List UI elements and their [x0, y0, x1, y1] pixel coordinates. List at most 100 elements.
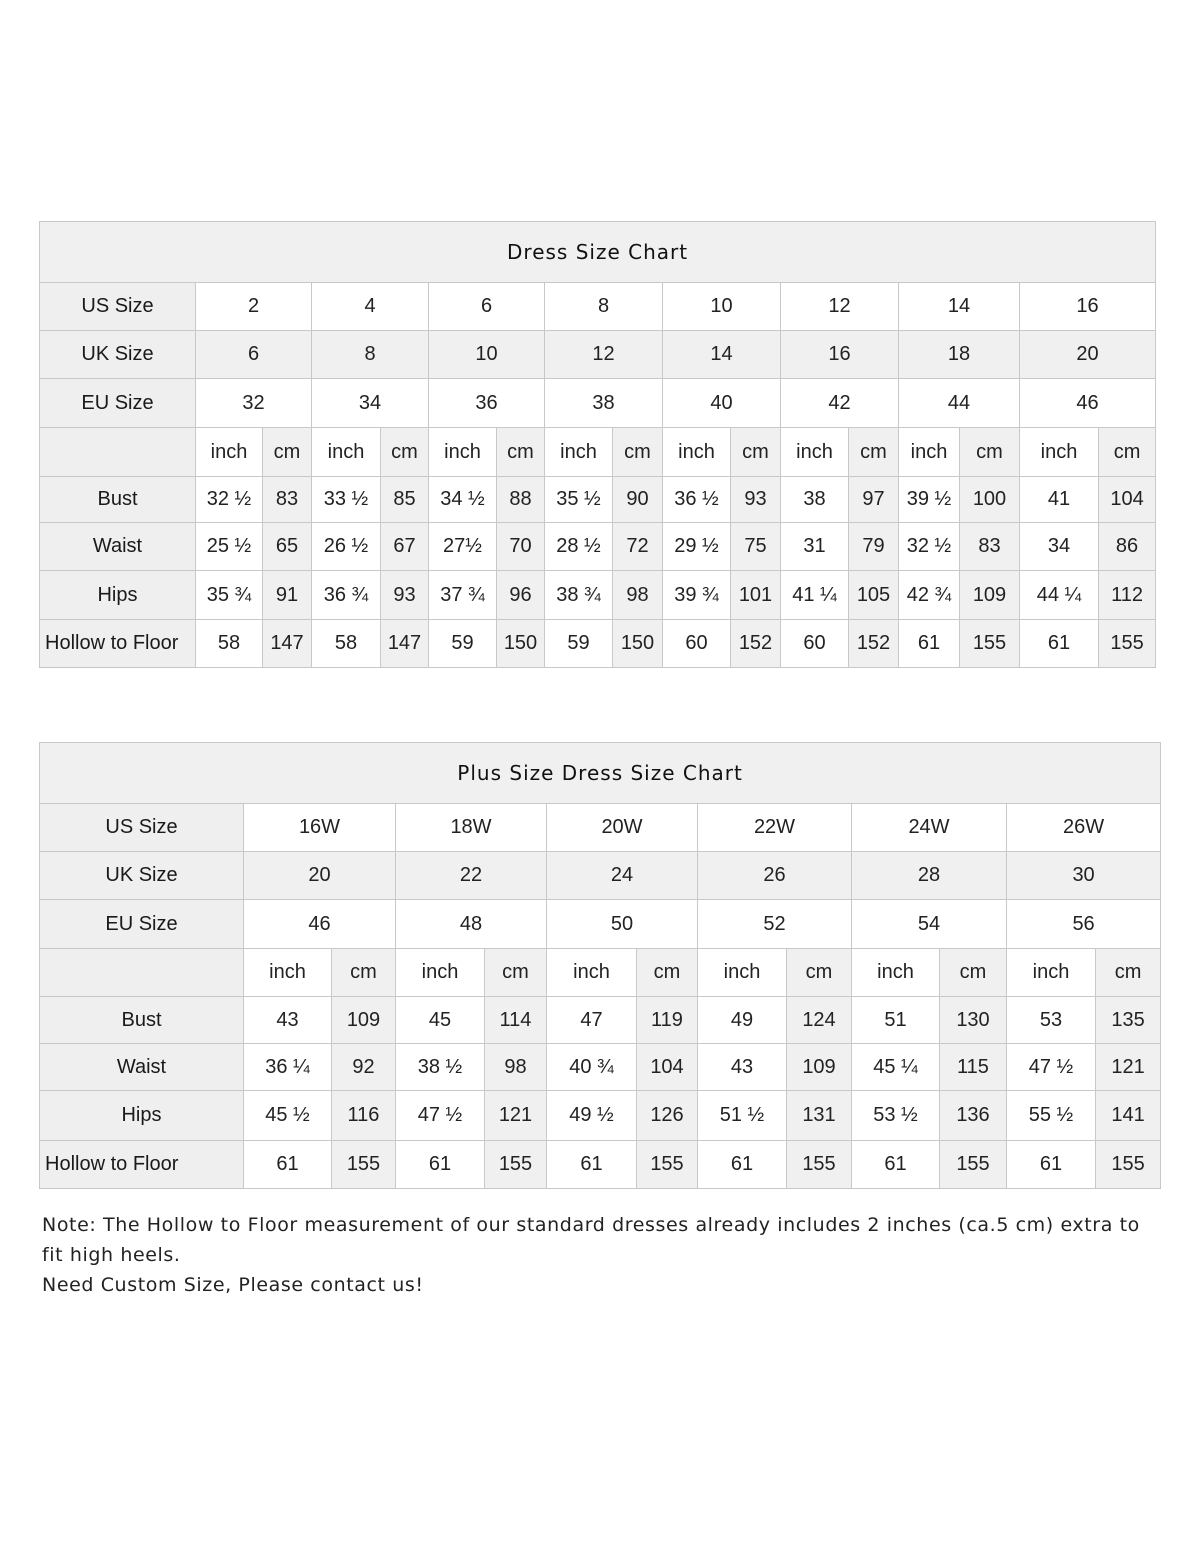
cm-value: 155: [786, 1140, 852, 1189]
size-value: 34: [311, 378, 429, 428]
cm-value: 124: [786, 996, 852, 1044]
size-value: 6: [195, 330, 312, 379]
unit-inch: inch: [195, 427, 263, 477]
row-label: UK Size: [39, 330, 196, 379]
measurement-row: Hips 45 ½ 116 47 ½ 121 49 ½ 126 51 ½ 131 53 ½ 136 5…: [39, 1090, 1162, 1141]
inch-value: 36 ½: [662, 476, 731, 523]
row-label-empty: [39, 948, 244, 997]
unit-cm: cm: [848, 427, 899, 477]
cm-value: 109: [331, 996, 396, 1044]
inch-value: 27½: [428, 522, 497, 571]
cm-value: 105: [848, 570, 899, 620]
cm-value: 98: [612, 570, 663, 620]
cm-value: 109: [786, 1043, 852, 1091]
cm-value: 92: [331, 1043, 396, 1091]
cm-value: 96: [496, 570, 545, 620]
size-value: 4: [311, 282, 429, 331]
cm-value: 131: [786, 1090, 852, 1141]
unit-cm: cm: [959, 427, 1020, 477]
unit-cm: cm: [730, 427, 781, 477]
row-label: EU Size: [39, 378, 196, 428]
unit-inch: inch: [1019, 427, 1099, 477]
cm-value: 114: [484, 996, 547, 1044]
inch-value: 58: [311, 619, 381, 668]
measurement-row: Waist 25 ½ 65 26 ½ 67 27½ 70 28 ½ 72 29 ½ 75 31 79 32…: [39, 522, 1157, 571]
row-label: Hollow to Floor: [39, 1140, 244, 1189]
size-value: 2: [195, 282, 312, 331]
inch-value: 41 ¼: [780, 570, 849, 620]
inch-value: 59: [428, 619, 497, 668]
inch-value: 60: [780, 619, 849, 668]
unit-cm: cm: [496, 427, 545, 477]
dress-size-chart-table: Dress Size Chart US Size 2 4 6 8 10 12 14 16 UK Si…: [38, 221, 1157, 668]
inch-value: 61: [851, 1140, 940, 1189]
size-value: 12: [780, 282, 899, 331]
unit-inch: inch: [311, 427, 381, 477]
inch-value: 36 ¾: [311, 570, 381, 620]
size-value: 44: [898, 378, 1020, 428]
inch-value: 29 ½: [662, 522, 731, 571]
unit-inch: inch: [428, 427, 497, 477]
row-label: Waist: [39, 1043, 244, 1091]
inch-value: 60: [662, 619, 731, 668]
cm-value: 104: [636, 1043, 698, 1091]
size-row: US Size 16W 18W 20W 22W 24W 26W: [39, 803, 1162, 852]
row-label: Hips: [39, 570, 196, 620]
unit-cm: cm: [612, 427, 663, 477]
unit-inch: inch: [898, 427, 960, 477]
inch-value: 35 ½: [544, 476, 613, 523]
size-value: 32: [195, 378, 312, 428]
row-label-empty: [39, 427, 196, 477]
size-value: 14: [898, 282, 1020, 331]
row-label: Waist: [39, 522, 196, 571]
cm-value: 155: [959, 619, 1020, 668]
cm-value: 86: [1097, 522, 1157, 571]
unit-cm: cm: [939, 948, 1007, 997]
measurement-row: Bust 43 109 45 114 47 119 49 124 51 130 53 135: [39, 996, 1162, 1044]
unit-cm: cm: [262, 427, 312, 477]
size-note: Note: The Hollow to Floor measurement of…: [42, 1210, 1152, 1300]
unit-cm: cm: [380, 427, 429, 477]
cm-value: 147: [380, 619, 429, 668]
inch-value: 37 ¾: [428, 570, 497, 620]
measurement-row: Bust 32 ½ 83 33 ½ 85 34 ½ 88 35 ½ 90 36 ½ 93 38 97 39…: [39, 476, 1157, 523]
unit-inch: inch: [780, 427, 849, 477]
cm-value: 152: [848, 619, 899, 668]
size-value: 26W: [1005, 803, 1162, 852]
inch-value: 35 ¾: [195, 570, 263, 620]
inch-value: 42 ¾: [898, 570, 960, 620]
cm-value: 70: [496, 522, 545, 571]
inch-value: 59: [544, 619, 613, 668]
cm-value: 109: [959, 570, 1020, 620]
cm-value: 65: [262, 522, 312, 571]
cm-value: 83: [959, 522, 1020, 571]
size-row: US Size 2 4 6 8 10 12 14 16: [39, 282, 1157, 331]
size-value: 20: [243, 851, 396, 900]
inch-value: 43: [243, 996, 332, 1044]
size-value: 24: [546, 851, 698, 900]
size-value: 8: [311, 330, 429, 379]
unit-row: inch cm inch cm inch cm inch cm inch cm inch cm inch…: [39, 427, 1157, 477]
unit-inch: inch: [851, 948, 940, 997]
size-value: 24W: [851, 803, 1007, 852]
cm-value: 119: [636, 996, 698, 1044]
unit-row: inch cm inch cm inch cm inch cm inch cm inch cm: [39, 948, 1162, 997]
unit-cm: cm: [786, 948, 852, 997]
cm-value: 90: [612, 476, 663, 523]
size-value: 50: [546, 899, 698, 949]
note-hollow-to-floor: Note: The Hollow to Floor measurement of…: [42, 1214, 1140, 1266]
cm-value: 100: [959, 476, 1020, 523]
cm-value: 67: [380, 522, 429, 571]
size-value: 48: [395, 899, 547, 949]
inch-value: 49 ½: [546, 1090, 637, 1141]
size-row: EU Size 46 48 50 52 54 56: [39, 899, 1162, 949]
inch-value: 53: [1006, 996, 1096, 1044]
inch-value: 53 ½: [851, 1090, 940, 1141]
unit-inch: inch: [395, 948, 485, 997]
unit-inch: inch: [662, 427, 731, 477]
note-custom-size: Need Custom Size, Please contact us!: [42, 1274, 424, 1296]
inch-value: 61: [898, 619, 960, 668]
inch-value: 55 ½: [1006, 1090, 1096, 1141]
cm-value: 75: [730, 522, 781, 571]
inch-value: 49: [697, 996, 787, 1044]
